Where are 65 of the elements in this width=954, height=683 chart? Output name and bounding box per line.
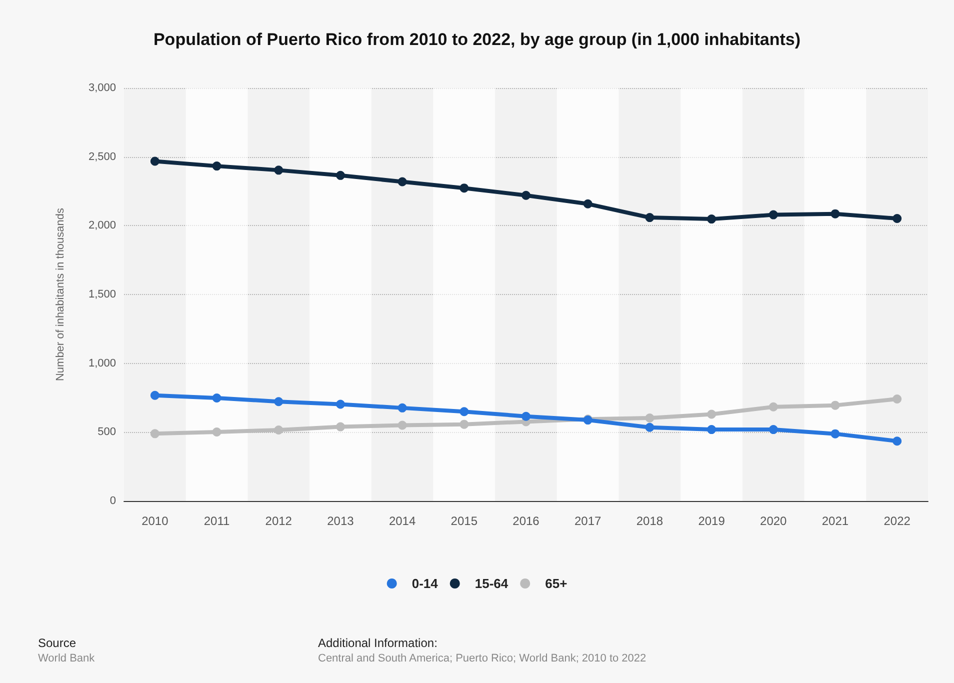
x-tick-label: 2014 — [388, 514, 416, 528]
x-tick-label: 2022 — [884, 514, 911, 528]
point — [212, 428, 222, 437]
point — [460, 420, 469, 429]
x-tick-label: 2017 — [574, 514, 602, 528]
x-tick-label: 2021 — [822, 514, 849, 528]
point — [892, 436, 902, 446]
point — [274, 425, 284, 434]
point — [830, 400, 840, 410]
point — [274, 397, 284, 406]
y-tick-label: 1,000 — [88, 357, 116, 370]
point — [707, 425, 716, 434]
x-tick-label: 2011 — [204, 514, 230, 528]
point — [892, 394, 902, 404]
point — [398, 420, 407, 430]
x-tick-label: 2010 — [142, 514, 169, 528]
point — [830, 429, 840, 438]
y-tick-label: 0 — [110, 495, 116, 507]
text: Source — [38, 636, 76, 650]
text: Central and South America; Puerto Rico; World Bank; 2010 to 2022 — [318, 652, 646, 664]
y-tick-label: 500 — [98, 426, 116, 438]
point — [398, 403, 407, 412]
x-tick-label: 2015 — [450, 514, 478, 528]
point — [830, 209, 840, 218]
point — [336, 400, 345, 409]
point — [768, 402, 778, 412]
y-tick-label: 2,000 — [88, 220, 116, 232]
point — [645, 213, 654, 222]
chart-title: Population of Puerto Rico from 2010 to 2022, by age group (in 1,000 inhabitants) — [153, 30, 801, 49]
x-tick-label: 2019 — [698, 514, 726, 528]
point — [583, 199, 592, 208]
point — [768, 425, 778, 434]
point — [645, 422, 654, 432]
text: Additional Information: — [318, 636, 438, 650]
point — [645, 413, 654, 422]
text: World Bank — [38, 652, 96, 664]
legend-label: 65+ — [545, 576, 568, 591]
point — [707, 214, 716, 224]
point — [336, 170, 345, 180]
x-tick-label: 2013 — [327, 514, 354, 528]
point — [398, 177, 407, 186]
point — [150, 156, 160, 166]
x-tick-label: 2020 — [760, 514, 788, 528]
point — [892, 214, 902, 224]
y-axis-title: Number of inhabitants in thousands — [54, 207, 66, 382]
point — [768, 210, 778, 220]
point — [150, 390, 160, 400]
legend-label: 15-64 — [474, 576, 509, 591]
point — [336, 422, 345, 432]
y-tick-label: 3,000 — [88, 82, 116, 94]
point — [522, 190, 530, 200]
point — [212, 162, 222, 171]
point — [522, 412, 530, 421]
point — [460, 184, 469, 193]
x-tick-label: 2018 — [636, 514, 664, 528]
point — [212, 394, 222, 403]
y-tick-label: 2,500 — [88, 150, 116, 163]
x-tick-label: 2012 — [265, 514, 292, 528]
point — [274, 166, 284, 175]
point — [150, 429, 160, 438]
x-tick-label: 2016 — [512, 514, 540, 528]
point — [460, 407, 469, 416]
legend-label: 0-14 — [412, 576, 439, 591]
y-tick-label: 1,500 — [88, 288, 116, 300]
point — [707, 410, 716, 419]
